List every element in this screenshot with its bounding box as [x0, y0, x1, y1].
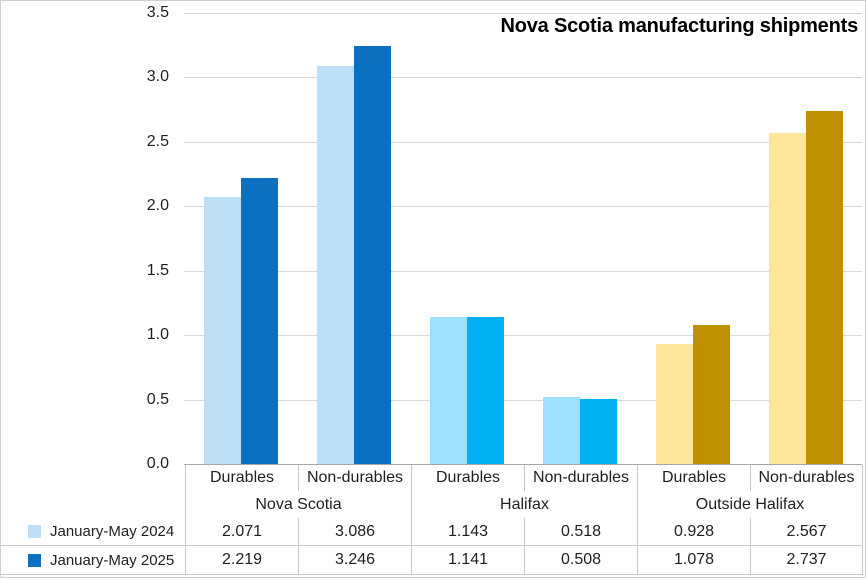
y-axis-label: 3.0 [146, 68, 169, 86]
gridline [184, 141, 862, 143]
value-cell: 0.508 [524, 546, 637, 575]
bar-group-slot [184, 13, 297, 464]
value-cell: 3.086 [298, 518, 411, 546]
category-label: Non-durables [524, 465, 637, 491]
bar [655, 344, 693, 464]
category-label: Non-durables [298, 465, 411, 491]
bar [805, 111, 843, 464]
value-cell: 1.078 [637, 546, 750, 575]
bar [203, 197, 241, 464]
legend-swatch [28, 553, 41, 567]
legend-swatch [28, 525, 41, 538]
value-cell: 3.246 [298, 546, 411, 575]
value-cell: 0.928 [637, 518, 750, 546]
category-label: Durables [411, 465, 524, 491]
bar [466, 316, 504, 464]
y-axis-label: 1.0 [146, 326, 169, 344]
y-axis-label: 0.0 [146, 455, 169, 472]
y-axis-label: 2.5 [146, 132, 169, 150]
bar-group-slot [523, 13, 636, 464]
legend-spacer [1, 491, 185, 518]
y-axis-label: 2.0 [146, 197, 169, 215]
value-cell: 2.737 [750, 546, 863, 575]
value-cell: 2.071 [185, 518, 298, 546]
y-axis: 3.5 3.0 2.5 2.0 1.5 1.0 0.5 0.0 [1, 1, 169, 472]
group-label: Halifax [411, 491, 637, 518]
value-cell: 2.567 [750, 518, 863, 546]
value-cell: 0.518 [524, 518, 637, 546]
x-axis-table: Durables Non-durables Durables Non-durables… [1, 465, 863, 575]
legend-label: January-May 2025 [50, 551, 175, 569]
chart-title: Nova Scotia manufacturing shipments [500, 15, 858, 37]
value-cell: 2.219 [185, 546, 298, 575]
category-label: Durables [185, 465, 298, 491]
gridline [184, 77, 862, 79]
bar-group-slot [410, 13, 523, 464]
gridline-layer [184, 1, 862, 466]
y-axis-label: 0.5 [146, 390, 169, 408]
bar [353, 45, 391, 464]
y-axis-label: 1.5 [146, 261, 169, 279]
gridline [184, 206, 862, 208]
plot-area [184, 13, 862, 464]
value-cell: 1.143 [411, 518, 524, 546]
group-label: Nova Scotia [185, 491, 411, 518]
legend-spacer [1, 465, 185, 491]
group-label: Outside Halifax [637, 491, 863, 518]
legend-key: January-May 2025 [1, 546, 185, 575]
gridline [184, 335, 862, 337]
category-label: Non-durables [750, 465, 863, 491]
bar-group-slot [749, 13, 862, 464]
x-axis-line [184, 464, 862, 465]
bar [579, 398, 617, 464]
legend-key: January-May 2024 [1, 518, 185, 546]
gridline [184, 270, 862, 272]
category-label: Durables [637, 465, 750, 491]
bar [692, 325, 730, 464]
bar [542, 397, 580, 464]
bar [316, 66, 354, 464]
y-axis-label: 3.5 [146, 4, 169, 21]
gridline [184, 13, 862, 14]
gridline [184, 399, 862, 401]
value-cell: 1.141 [411, 546, 524, 575]
bar-group-slot [636, 13, 749, 464]
bar [429, 316, 467, 464]
bar-group-slot [297, 13, 410, 464]
bar [240, 178, 278, 464]
legend-label: January-May 2024 [50, 523, 175, 540]
bar [768, 133, 806, 464]
